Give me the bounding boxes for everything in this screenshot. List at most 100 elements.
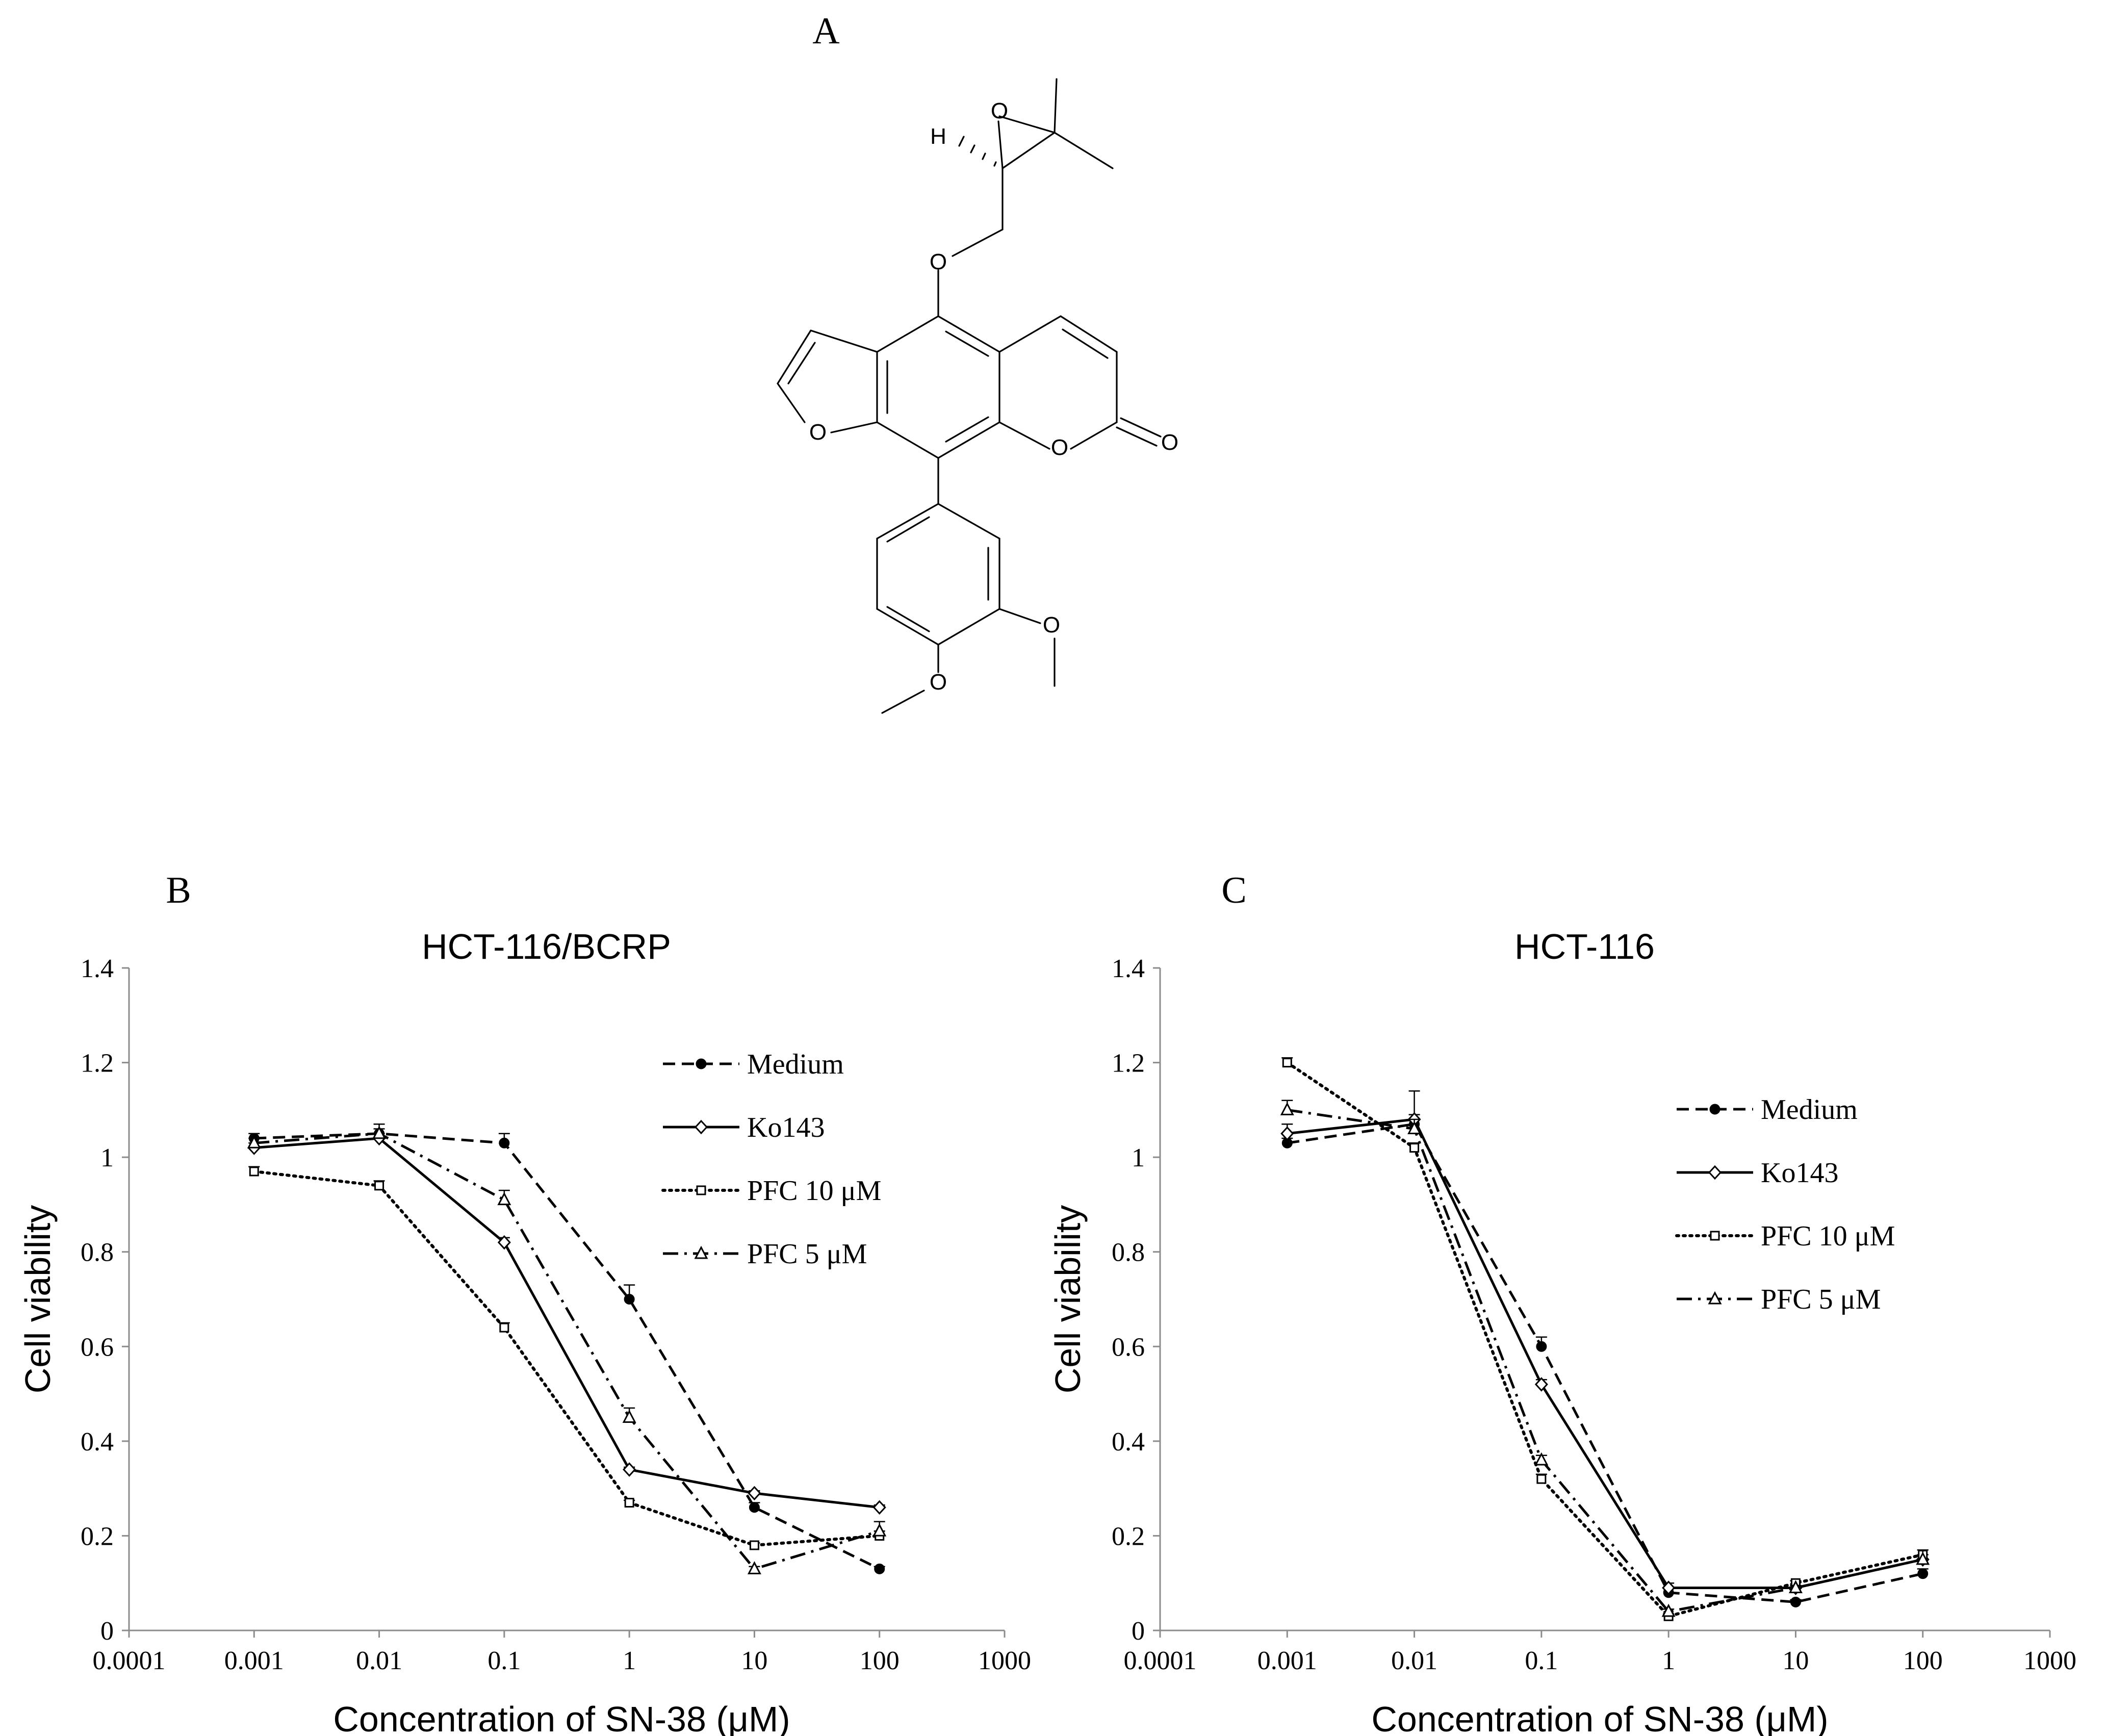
data-point [747, 1561, 761, 1574]
data-point [499, 1322, 509, 1333]
legend-entry: PFC 10 μM [661, 1175, 881, 1207]
legend-label: Medium [1761, 1094, 1858, 1126]
chart-hct116: HCT-116 0 0.2 0.4 0.6 0.8 1 1.2 1.4 0.0001 0.001 0.… [1048, 927, 2076, 1736]
legend-entry: Medium [663, 1049, 844, 1080]
data-point [1661, 1603, 1676, 1617]
data-point [748, 1486, 761, 1501]
hashed-wedge-bond [958, 136, 997, 167]
series-line [252, 1169, 881, 1547]
data-point [1407, 1121, 1422, 1134]
legend-entry: Ko143 [1677, 1157, 1838, 1189]
chemical-structure [777, 78, 1162, 714]
data-point [874, 1563, 885, 1574]
y-tick-label: 0 [1132, 1617, 1145, 1646]
series-line [254, 1132, 880, 1571]
structure-atom-labels: O H O O O O O O [809, 98, 1178, 695]
series-line [1287, 1108, 1923, 1613]
data-point [499, 1137, 510, 1148]
legend-marker [696, 1058, 707, 1069]
x-tick-label: 0.001 [224, 1646, 284, 1675]
chart-title: HCT-116 [1514, 927, 1655, 966]
legend-marker [694, 1119, 708, 1135]
series-pfc-5-m [1280, 1100, 1930, 1617]
data-point [1788, 1580, 1803, 1593]
data-point [872, 1500, 886, 1515]
y-tick-label: 1 [1132, 1143, 1145, 1172]
y-tick-label: 0.2 [81, 1522, 114, 1551]
y-tick-label: 1.4 [81, 954, 114, 983]
legend-marker [1709, 1104, 1720, 1115]
legend-entry: Medium [1677, 1094, 1858, 1126]
data-point [622, 1410, 636, 1423]
y-tick-label: 0.4 [81, 1427, 114, 1457]
x-tick-label: 100 [1903, 1646, 1943, 1675]
data-point [374, 1181, 384, 1191]
legend-entry: PFC 10 μM [1675, 1220, 1895, 1252]
x-tick-label: 1000 [978, 1646, 1031, 1675]
data-point [1282, 1058, 1292, 1068]
data-point [372, 1126, 387, 1139]
legend-marker [694, 1245, 708, 1259]
atom-epoxide-o: O [991, 98, 1008, 123]
atom-methoxy-o-4: O [930, 670, 947, 695]
data-point [1534, 1377, 1548, 1392]
x-tick-label: 0.01 [356, 1646, 402, 1675]
data-point [1280, 1126, 1294, 1141]
data-point [872, 1523, 887, 1537]
legend-entry: PFC 5 μM [1677, 1284, 1881, 1315]
y-axis-title: Cell viability [1048, 1205, 1088, 1394]
x-tick-label: 1 [1662, 1646, 1675, 1675]
x-tick-label: 0.001 [1257, 1646, 1317, 1675]
data-point [1534, 1452, 1549, 1466]
x-axis-title: Concentration of SN-38 (μM) [1371, 1699, 1828, 1736]
x-tick-label: 0.01 [1391, 1646, 1437, 1675]
data-point [624, 1294, 635, 1305]
series-pfc-5-m [247, 1123, 887, 1574]
y-tick-label: 1.2 [1112, 1049, 1145, 1078]
data-point [1536, 1341, 1547, 1352]
x-axis-title: Concentration of SN-38 (μM) [333, 1699, 790, 1736]
atom-methoxy-o-3: O [1043, 612, 1060, 637]
data-point [247, 1135, 261, 1148]
legend-marker [696, 1185, 706, 1195]
data-point [497, 1235, 511, 1250]
data-point [1280, 1102, 1294, 1115]
legend-marker [1708, 1291, 1722, 1305]
legend-label: Ko143 [747, 1112, 825, 1143]
x-tick-label: 10 [741, 1646, 767, 1675]
y-axis-title: Cell viability [18, 1205, 58, 1394]
series-line [1287, 1118, 1923, 1589]
legend-marker [1710, 1231, 1720, 1241]
atom-furan-o: O [809, 420, 827, 445]
x-tick-label: 1000 [2023, 1646, 2076, 1675]
x-tick-label: 0.1 [1525, 1646, 1558, 1675]
data-point [1917, 1568, 1929, 1579]
legend-entry: PFC 5 μM [663, 1238, 867, 1270]
panel-label-b: B [166, 870, 191, 911]
y-tick-label: 0.6 [1112, 1333, 1145, 1362]
x-tick-label: 0.0001 [93, 1646, 166, 1675]
series-line [254, 1137, 880, 1509]
data-point [1916, 1551, 1930, 1565]
legend-label: Medium [747, 1049, 844, 1080]
legend-label: PFC 5 μM [747, 1238, 867, 1270]
data-point [1536, 1474, 1547, 1484]
atom-stereo-h: H [930, 124, 946, 149]
atom-ether-o: O [930, 249, 947, 274]
atom-lactone-o: O [1051, 435, 1068, 460]
y-tick-label: 0.4 [1112, 1427, 1145, 1457]
y-tick-label: 0.2 [1112, 1522, 1145, 1551]
legend-label: Ko143 [1761, 1157, 1838, 1189]
y-tick-label: 0.6 [81, 1333, 114, 1362]
y-tick-label: 0.8 [81, 1238, 114, 1267]
y-tick-label: 0.8 [1112, 1238, 1145, 1267]
data-point [624, 1497, 634, 1508]
data-point [623, 1462, 636, 1477]
data-point [249, 1166, 259, 1177]
atom-carbonyl-o: O [1161, 430, 1178, 455]
legend-label: PFC 10 μM [1761, 1220, 1895, 1252]
legend-label: PFC 10 μM [747, 1175, 881, 1207]
x-tick-label: 10 [1782, 1646, 1809, 1675]
series-line [1287, 1122, 1923, 1603]
